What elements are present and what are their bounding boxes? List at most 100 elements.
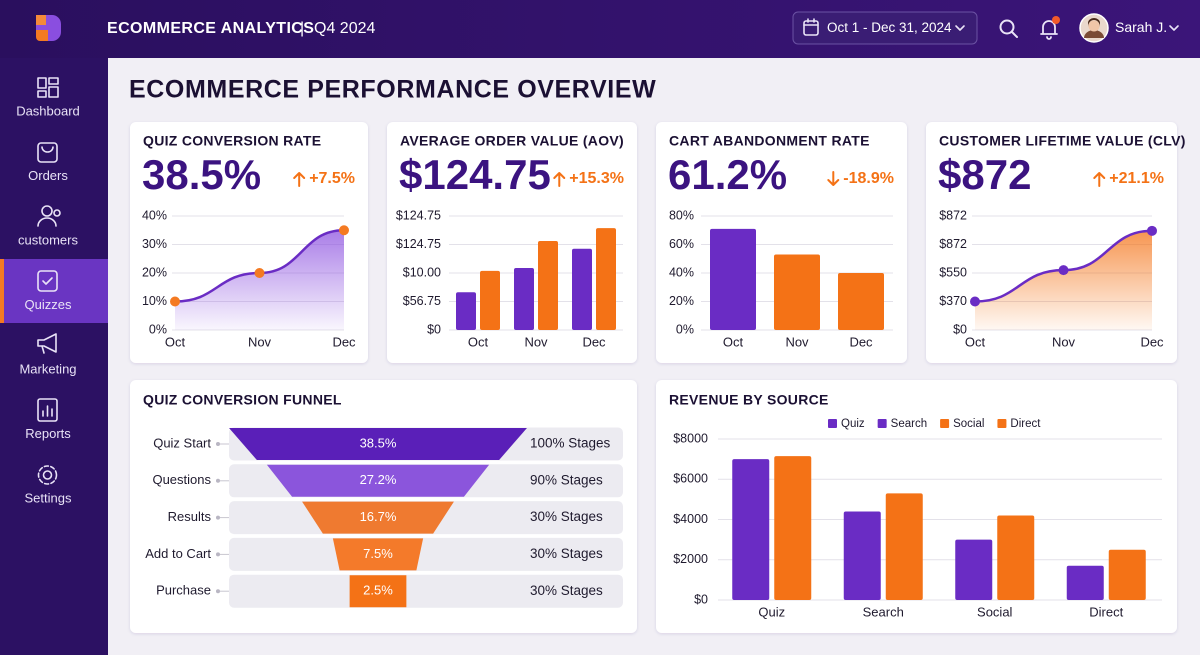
y-tick-label: $872: [939, 237, 967, 251]
point: [339, 225, 349, 236]
y-tick-label: 20%: [142, 265, 167, 279]
stage-name: Purchase: [156, 583, 211, 598]
user-avatar[interactable]: [1079, 13, 1109, 43]
nav-item[interactable]: Dashboard: [16, 103, 80, 118]
customers-icon: [37, 205, 61, 227]
legend-swatch: [997, 419, 1007, 428]
y-tick-label: $124.75: [396, 208, 441, 222]
x-tick-label: Nov: [524, 334, 548, 349]
y-tick-label: $124.75: [396, 237, 441, 251]
y-tick-label: $2000: [673, 552, 708, 566]
quizzes-icon: [37, 270, 58, 292]
stage-share: 30% Stages: [530, 509, 603, 524]
bar: [710, 228, 756, 330]
legend-swatch: [877, 419, 887, 428]
nav-item[interactable]: Marketing: [19, 361, 76, 376]
y-tick-label: 40%: [142, 208, 167, 222]
y-tick-label: 10%: [142, 294, 167, 308]
active-nav-marker: [0, 259, 4, 323]
user-name[interactable]: Sarah J.: [1115, 19, 1167, 35]
bar: [774, 254, 820, 330]
nav-item[interactable]: Orders: [28, 168, 68, 183]
sidebar: [0, 58, 108, 655]
stage-row: [229, 537, 623, 571]
x-tick-label: Oct: [965, 334, 986, 349]
x-tick-label: Oct: [723, 334, 744, 349]
stage-row: [229, 574, 623, 608]
point: [254, 268, 265, 278]
bar: [732, 459, 770, 600]
legend-label: Quiz: [841, 418, 865, 430]
nav-item[interactable]: customers: [18, 232, 78, 247]
funnel-value: 27.2%: [360, 472, 397, 487]
stage-share: 30% Stages: [530, 546, 603, 561]
trend-arrow: [1093, 172, 1106, 187]
date-picker[interactable]: Oct 1 - Dec 31, 2024: [792, 11, 978, 45]
x-tick-label: Dec: [1140, 334, 1164, 349]
y-tick-label: 20%: [669, 294, 694, 308]
nav-item[interactable]: Reports: [25, 426, 71, 441]
nav-item[interactable]: Quizzes: [25, 297, 72, 312]
card-title: AVERAGE ORDER VALUE (AOV): [400, 133, 624, 149]
x-tick-label: Nov: [248, 334, 272, 349]
funnel-value: 2.5%: [363, 583, 393, 598]
funnel-segment: [302, 501, 454, 534]
kpi-value: 38.5%: [142, 151, 261, 198]
stage-name: Add to Cart: [145, 546, 211, 561]
y-tick-label: $0: [694, 592, 708, 606]
kpi-change: -18.9%: [843, 170, 894, 187]
stage-name: Quiz Start: [153, 435, 211, 450]
search-icon[interactable]: [999, 19, 1018, 38]
stage-dot: [216, 478, 220, 483]
page-title: ECOMMERCE PERFORMANCE OVERVIEW: [129, 76, 656, 104]
funnel-value: 16.7%: [360, 509, 397, 524]
user-menu-chevron[interactable]: [1169, 25, 1179, 31]
stage-dot: [216, 442, 220, 446]
bar: [480, 270, 500, 330]
notifications-icon[interactable]: [1040, 16, 1060, 40]
point: [1058, 265, 1069, 276]
y-tick-label: $872: [939, 208, 967, 222]
area-fill: [975, 230, 1152, 330]
bar: [572, 248, 592, 330]
stage-dot: [216, 589, 220, 594]
kpi-change: +15.3%: [569, 170, 624, 187]
funnel-segment: [266, 464, 490, 497]
bar: [774, 456, 812, 600]
y-tick-label: $56.75: [403, 294, 441, 308]
nav-item[interactable]: Settings: [25, 490, 72, 505]
y-tick-label: 80%: [669, 208, 694, 222]
x-tick-label: Social: [977, 604, 1013, 619]
x-tick-label: Oct: [165, 334, 186, 349]
y-tick-label: $370: [939, 294, 967, 308]
orders-icon: [37, 142, 58, 163]
x-tick-label: Dec: [849, 334, 873, 349]
kpi-change: +7.5%: [309, 170, 355, 187]
bar: [596, 228, 616, 330]
x-tick-label: Dec: [332, 334, 356, 349]
stage-share: 100% Stages: [530, 436, 611, 451]
y-tick-label: $0: [953, 322, 967, 336]
y-tick-label: 40%: [669, 265, 694, 279]
logo[interactable]: [36, 15, 61, 41]
bar: [456, 292, 476, 330]
funnel-segment: [332, 538, 424, 571]
app-title: ECOMMERCE ANALYTICS: [107, 20, 314, 37]
bar: [1066, 565, 1104, 600]
x-tick-label: Dec: [582, 334, 606, 349]
x-tick-label: Search: [863, 604, 904, 619]
y-tick-label: 0%: [149, 322, 167, 336]
legend-label: Social: [953, 418, 984, 430]
card-title: CART ABANDONMENT RATE: [669, 133, 870, 149]
bar: [843, 511, 881, 600]
trend-arrow: [293, 172, 306, 187]
stage-share: 30% Stages: [530, 583, 603, 598]
marketing-icon: [37, 333, 57, 354]
bar: [885, 493, 923, 600]
y-tick-label: $6000: [673, 472, 708, 486]
dashboard-icon: [37, 77, 59, 98]
point: [1147, 225, 1157, 236]
y-tick-label: 30%: [142, 237, 167, 251]
